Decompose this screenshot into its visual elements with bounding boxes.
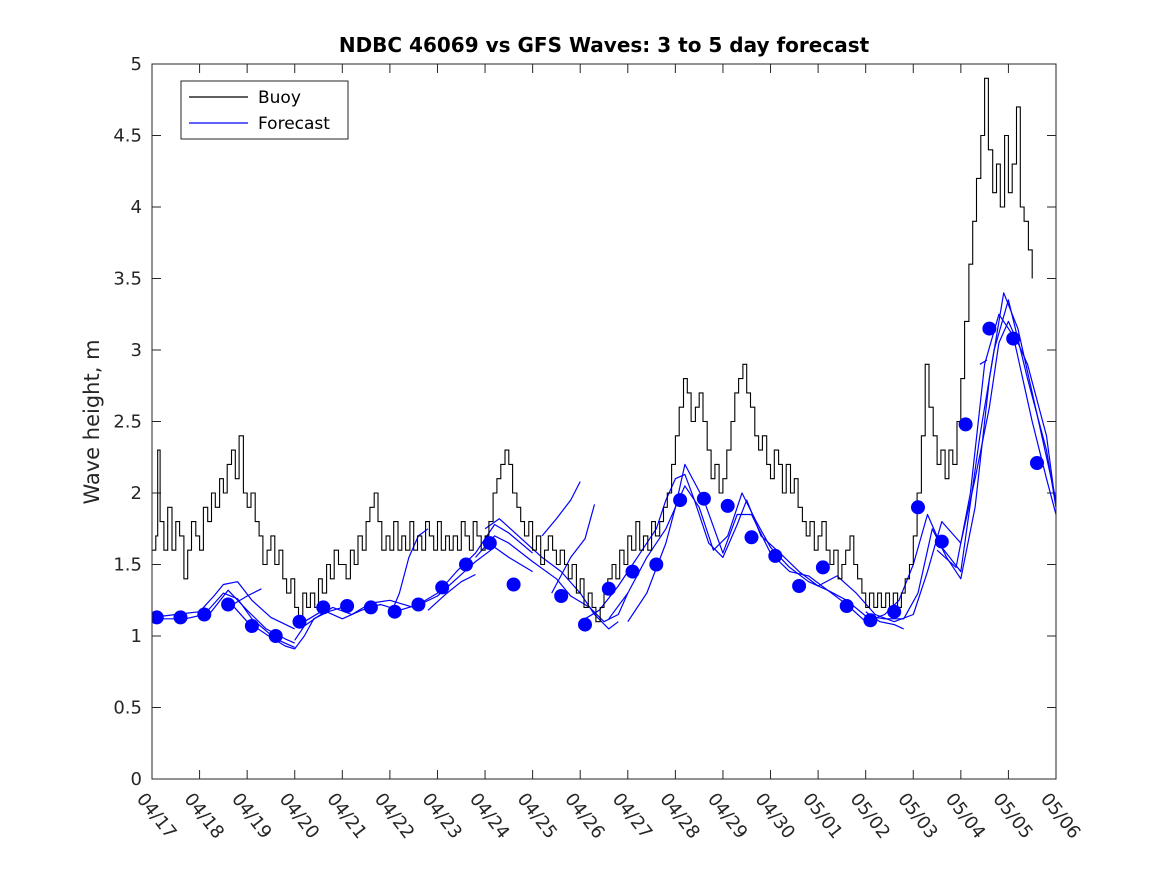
forecast-marker (459, 557, 473, 572)
x-tick-label: 04/17 (132, 789, 180, 843)
x-tick-label: 04/20 (275, 789, 323, 843)
x-tick-label: 04/28 (655, 789, 703, 843)
forecast-marker (601, 581, 616, 596)
x-tick-label: 05/01 (798, 789, 846, 843)
x-tick-label: 05/02 (846, 789, 894, 843)
legend-label-buoy: Buoy (258, 88, 301, 108)
y-tick-label: 4 (131, 197, 142, 218)
forecast-marker (625, 564, 640, 579)
y-tick-label: 3.5 (113, 269, 142, 290)
x-tick-label: 05/04 (941, 789, 989, 843)
forecast-marker (578, 617, 592, 632)
legend-label-forecast: Forecast (258, 114, 330, 134)
forecast-line (389, 528, 429, 617)
x-tick-label: 04/24 (465, 789, 513, 843)
forecast-marker (292, 614, 307, 629)
forecast-marker (554, 589, 569, 603)
x-tick-label: 04/19 (227, 789, 275, 843)
forecast-marker (435, 580, 450, 595)
forecast-marker (768, 548, 783, 563)
x-tick-label: 04/30 (751, 789, 799, 843)
plot-frame (151, 63, 1057, 780)
forecast-marker (1030, 456, 1044, 470)
forecast-marker (720, 498, 735, 513)
y-tick-label: 2 (131, 483, 142, 504)
y-tick-label: 0 (131, 769, 142, 790)
forecast-marker (387, 604, 402, 619)
forecast-marker (173, 610, 188, 625)
forecast-line (208, 589, 295, 644)
forecast-marker (506, 577, 521, 592)
forecast-line (427, 573, 476, 611)
forecast-marker (815, 560, 830, 575)
legend: Buoy Forecast (180, 80, 349, 140)
y-tick-label: 2.5 (113, 412, 142, 433)
buoy-line (152, 77, 1033, 623)
series-layer (152, 77, 1056, 650)
forecast-marker (411, 597, 426, 612)
y-tick-label: 1.5 (113, 555, 142, 576)
forecast-marker (316, 600, 331, 615)
forecast-line (232, 588, 262, 606)
forecast-marker (839, 599, 854, 613)
forecast-marker (934, 534, 949, 549)
y-tick-label: 3 (131, 340, 142, 361)
y-tick-label: 0.5 (113, 698, 142, 719)
forecast-marker (244, 619, 259, 633)
legend-box (180, 80, 349, 140)
forecast-marker (673, 493, 688, 508)
x-tick-label: 04/23 (418, 789, 466, 843)
x-tick-label: 04/25 (513, 789, 561, 843)
forecast-marker (340, 599, 355, 613)
x-tick-label: 05/03 (893, 789, 941, 843)
forecast-line (608, 292, 1056, 620)
plot-area (152, 64, 1056, 779)
forecast-marker (482, 536, 497, 551)
forecast-marker (197, 607, 212, 622)
x-tick-label: 04/18 (180, 789, 228, 843)
x-tick-label: 04/21 (322, 789, 370, 843)
x-tick-label: 04/27 (608, 789, 656, 843)
y-tick-label: 4.5 (113, 126, 142, 147)
x-tick-label: 04/22 (370, 789, 418, 843)
forecast-marker (863, 613, 878, 628)
forecast-marker (363, 600, 378, 615)
y-tick-label: 1 (131, 626, 142, 647)
forecast-line (979, 359, 988, 365)
forecast-marker (268, 629, 283, 643)
forecast-marker (152, 610, 164, 625)
y-axis: 0 0.5 1 1.5 2 2.5 3 3.5 4 4.5 5 (113, 54, 1056, 790)
forecast-marker (958, 417, 973, 432)
x-tick-label: 04/29 (703, 789, 751, 843)
y-axis-label: Wave height, m (80, 339, 104, 504)
forecast-marker (982, 321, 997, 336)
x-tick-label: 05/06 (1036, 789, 1084, 843)
forecast-line (541, 481, 581, 537)
y-tick-label: 5 (131, 54, 142, 75)
forecast-marker (1006, 331, 1021, 346)
x-tick-label: 05/05 (988, 789, 1036, 843)
forecast-marker (887, 604, 902, 619)
forecast-marker (911, 500, 925, 515)
forecast-marker (696, 491, 711, 506)
forecast-marker (744, 530, 759, 545)
forecast-line (551, 504, 596, 594)
forecast-line (484, 518, 619, 630)
forecast-marker (792, 579, 807, 593)
forecast-marker (649, 557, 664, 572)
x-tick-label: 04/26 (560, 789, 608, 843)
forecast-line (475, 535, 629, 623)
forecast-marker (221, 597, 236, 612)
chart-title: NDBC 46069 vs GFS Waves: 3 to 5 day fore… (339, 33, 870, 57)
